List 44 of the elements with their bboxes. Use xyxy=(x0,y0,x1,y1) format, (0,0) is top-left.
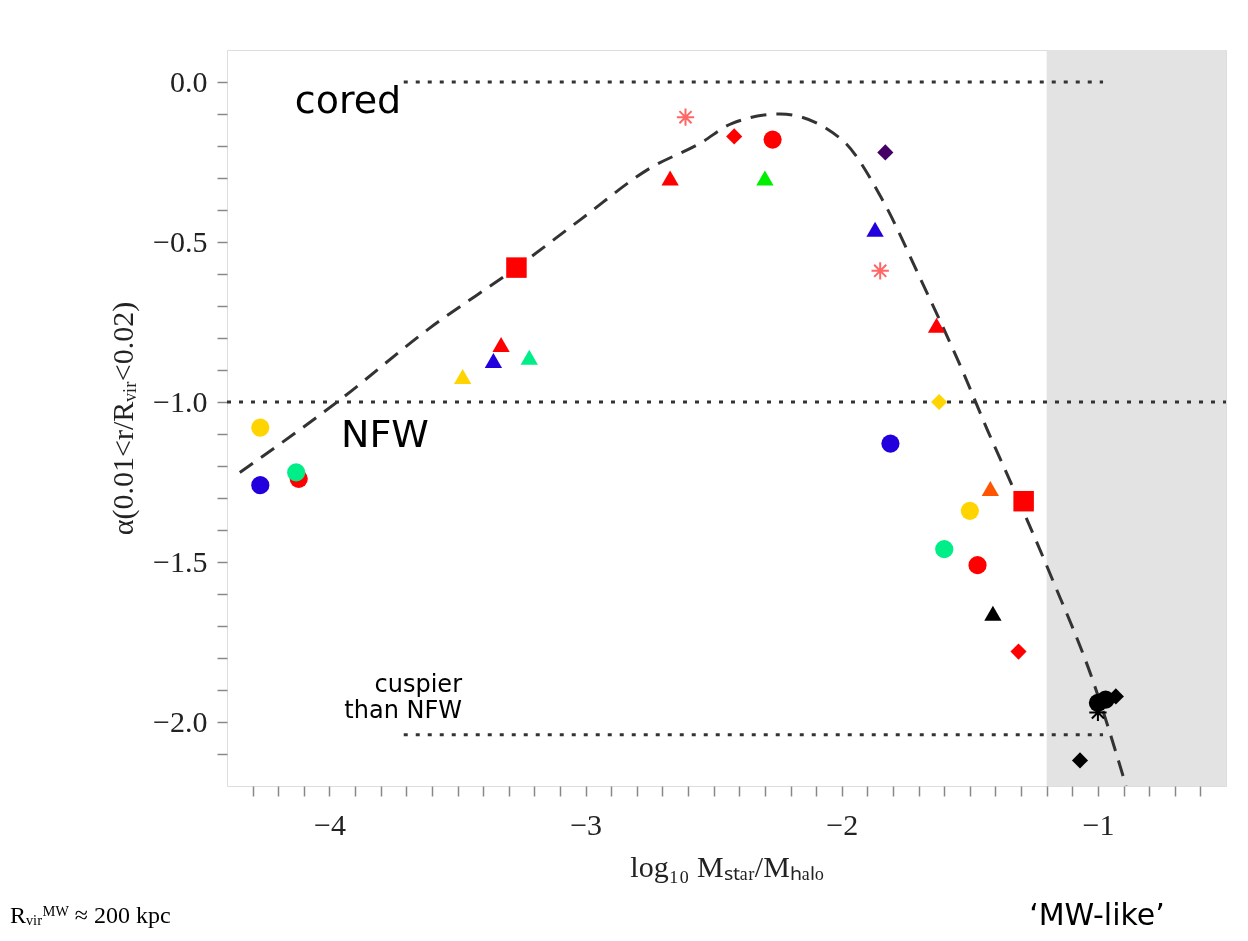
y-tick-label: −2.0 xyxy=(153,704,208,738)
x-tick-label: −2 xyxy=(826,807,859,841)
point xyxy=(877,144,894,161)
text: Rᵥᵢᵣᴹᵂ ≈ 200 kpc xyxy=(10,902,171,928)
y-tick-label: −1.5 xyxy=(153,544,208,578)
y-tick-label: 0.0 xyxy=(170,64,208,98)
point xyxy=(661,170,679,186)
point xyxy=(763,130,782,149)
point xyxy=(756,170,774,186)
point xyxy=(935,540,954,559)
point xyxy=(492,336,510,352)
point xyxy=(726,128,743,145)
point xyxy=(881,434,900,453)
point xyxy=(675,107,696,127)
point xyxy=(454,368,472,384)
text: ‘MW-like’ xyxy=(1029,897,1165,932)
point xyxy=(866,221,884,237)
point xyxy=(484,352,503,368)
point xyxy=(1013,490,1034,512)
x-tick-label: −3 xyxy=(570,807,603,841)
point xyxy=(960,501,979,520)
x-tick-label: −4 xyxy=(314,807,346,841)
point xyxy=(251,476,270,495)
annotation: cuspier than NFW xyxy=(344,670,463,724)
point xyxy=(968,556,987,575)
annotation: NFW xyxy=(341,412,429,456)
point xyxy=(981,480,999,496)
point xyxy=(931,393,948,411)
y-tick-label: −1.0 xyxy=(153,384,208,418)
point xyxy=(870,261,890,281)
point xyxy=(1010,643,1027,660)
x-axis-title: log₁₀ Mₛₜₐᵣ/Mₕₐₗₒ xyxy=(630,849,825,883)
y-axis-title: α(0.01<r/Rᵥᵢᵣ<0.02) xyxy=(106,301,141,536)
point xyxy=(287,463,306,482)
point xyxy=(251,418,270,437)
x-tick-label: −1 xyxy=(1082,807,1115,841)
y-tick-label: −0.5 xyxy=(153,224,208,258)
point xyxy=(1096,690,1115,709)
point xyxy=(984,605,1002,621)
point xyxy=(506,257,527,278)
annotation: cored xyxy=(294,78,402,122)
point xyxy=(1071,752,1089,769)
point xyxy=(927,317,946,333)
point xyxy=(520,349,538,365)
